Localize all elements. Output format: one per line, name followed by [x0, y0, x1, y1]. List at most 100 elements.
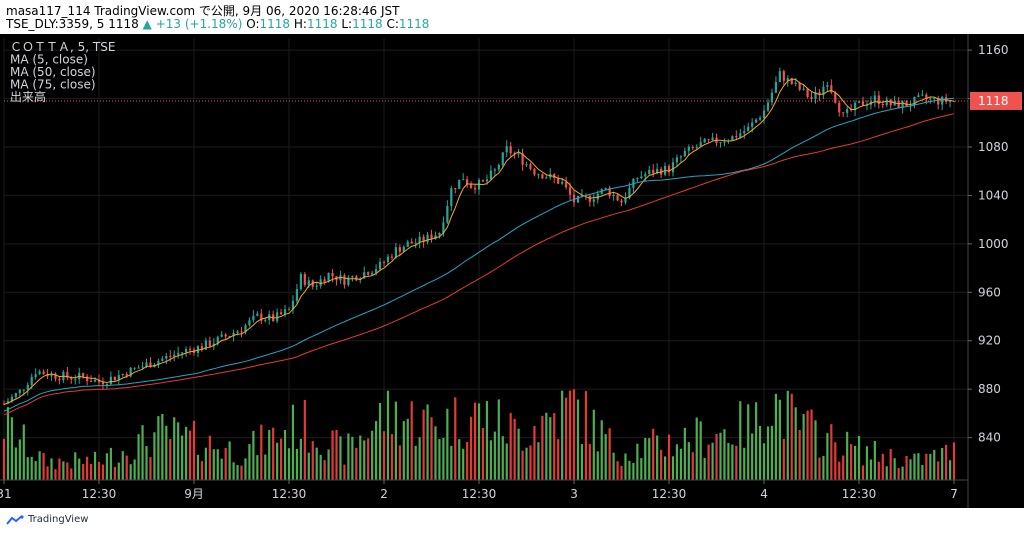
- volume-bar-145: [576, 399, 580, 480]
- volume-bar-232: [921, 464, 924, 480]
- volume-bar-229: [909, 459, 912, 480]
- candle-body-190: [755, 119, 758, 123]
- volume-bar-185: [735, 445, 738, 480]
- time-tick-label-2: 9月: [184, 487, 204, 501]
- volume-bar-101: [402, 421, 405, 480]
- volume-bar-72: [287, 448, 291, 480]
- volume-bar-106: [422, 409, 425, 480]
- volume-bar-157: [624, 453, 627, 480]
- volume-bar-3: [14, 447, 17, 480]
- volume-bar-102: [406, 418, 409, 480]
- candle-body-188: [747, 126, 750, 132]
- open-value: 1118: [259, 17, 291, 31]
- candle-body-182: [723, 141, 726, 143]
- volume-bar-194: [770, 425, 774, 480]
- volume-bar-0: [2, 438, 6, 480]
- chart-area[interactable]: 8408809209601000104010801120116011183112…: [0, 34, 1024, 508]
- volume-bar-71: [283, 430, 287, 480]
- candle-body-169: [671, 162, 675, 173]
- volume-bar-169: [671, 456, 675, 480]
- candle-body-207: [822, 86, 825, 96]
- volume-bar-130: [517, 428, 520, 480]
- volume-bar-205: [814, 420, 817, 480]
- volume-bar-128: [509, 413, 512, 480]
- volume-bar-207: [822, 455, 825, 480]
- price-tick-label-2: 920: [978, 334, 1001, 348]
- price-tick-label-5: 1040: [978, 188, 1009, 202]
- volume-bar-181: [719, 432, 722, 480]
- candle-body-170: [675, 157, 679, 163]
- candle-body-63: [252, 315, 255, 321]
- candle-body-141: [561, 181, 564, 184]
- candle-body-130: [517, 153, 520, 155]
- volume-bar-224: [889, 449, 892, 480]
- candle-body-13: [54, 373, 57, 379]
- candle-body-65: [260, 313, 263, 321]
- volume-bar-54: [216, 449, 219, 480]
- price-chart-svg[interactable]: 8408809209601000104010801120116011183112…: [0, 34, 1024, 508]
- candle-body-154: [612, 194, 615, 197]
- candle-body-47: [188, 348, 192, 350]
- candle-body-192: [762, 110, 766, 118]
- volume-bar-164: [652, 428, 655, 480]
- volume-bar-83: [331, 430, 334, 480]
- volume-bar-212: [842, 455, 845, 480]
- candle-body-55: [220, 334, 223, 337]
- candle-body-111: [442, 222, 445, 233]
- volume-bar-166: [660, 450, 663, 480]
- volume-bar-186: [739, 401, 742, 480]
- candle-body-20: [82, 372, 85, 377]
- volume-bar-190: [755, 402, 758, 480]
- volume-bar-75: [299, 438, 302, 480]
- volume-bar-21: [86, 456, 89, 480]
- candle-body-127: [505, 146, 508, 153]
- legend-item-0: ＣＯＴＴＡ, 5, TSE: [10, 40, 115, 54]
- price-tick-label-3: 960: [978, 285, 1001, 299]
- volume-bar-208: [826, 433, 829, 480]
- volume-bar-73: [291, 404, 295, 480]
- volume-bar-85: [339, 436, 342, 480]
- candle-body-149: [592, 199, 595, 202]
- volume-bar-179: [711, 442, 714, 480]
- volume-bar-234: [929, 453, 932, 480]
- volume-bar-66: [264, 454, 267, 480]
- candle-body-96: [382, 261, 386, 263]
- candle-body-128: [509, 146, 512, 154]
- tradingview-brand[interactable]: TradingView: [6, 514, 88, 525]
- volume-bar-35: [141, 425, 144, 480]
- tradingview-logo-icon: [6, 514, 24, 525]
- volume-bar-11: [46, 466, 49, 480]
- candle-body-230: [913, 97, 916, 106]
- volume-bar-191: [758, 425, 762, 480]
- volume-bar-143: [568, 390, 572, 480]
- candle-body-140: [557, 177, 560, 184]
- volume-bar-89: [355, 447, 358, 480]
- candle-body-77: [307, 280, 310, 285]
- volume-bar-13: [54, 469, 57, 480]
- volume-bar-131: [521, 450, 524, 480]
- volume-bar-236: [937, 461, 940, 480]
- candle-body-95: [378, 261, 382, 270]
- candle-body-240: [952, 100, 956, 102]
- volume-bar-160: [636, 443, 639, 480]
- candle-body-208: [826, 85, 829, 87]
- candle-body-143: [568, 187, 572, 195]
- volume-bar-132: [525, 447, 528, 480]
- chart-footer: TradingView: [0, 508, 1024, 536]
- volume-bar-46: [184, 426, 188, 480]
- volume-bar-104: [414, 445, 417, 480]
- candle-body-142: [565, 181, 568, 188]
- volume-bar-193: [766, 426, 770, 480]
- volume-bar-121: [481, 427, 485, 480]
- candle-body-231: [917, 95, 920, 98]
- ma-line-5: [3, 78, 955, 405]
- volume-bar-80: [319, 454, 322, 480]
- candle-body-91: [363, 272, 366, 279]
- volume-bar-34: [137, 434, 140, 480]
- candle-body-187: [743, 131, 746, 134]
- candle-body-1: [6, 401, 10, 404]
- moving-average-lines: [3, 78, 955, 416]
- volume-bar-27: [109, 447, 112, 480]
- candle-body-114: [454, 188, 457, 190]
